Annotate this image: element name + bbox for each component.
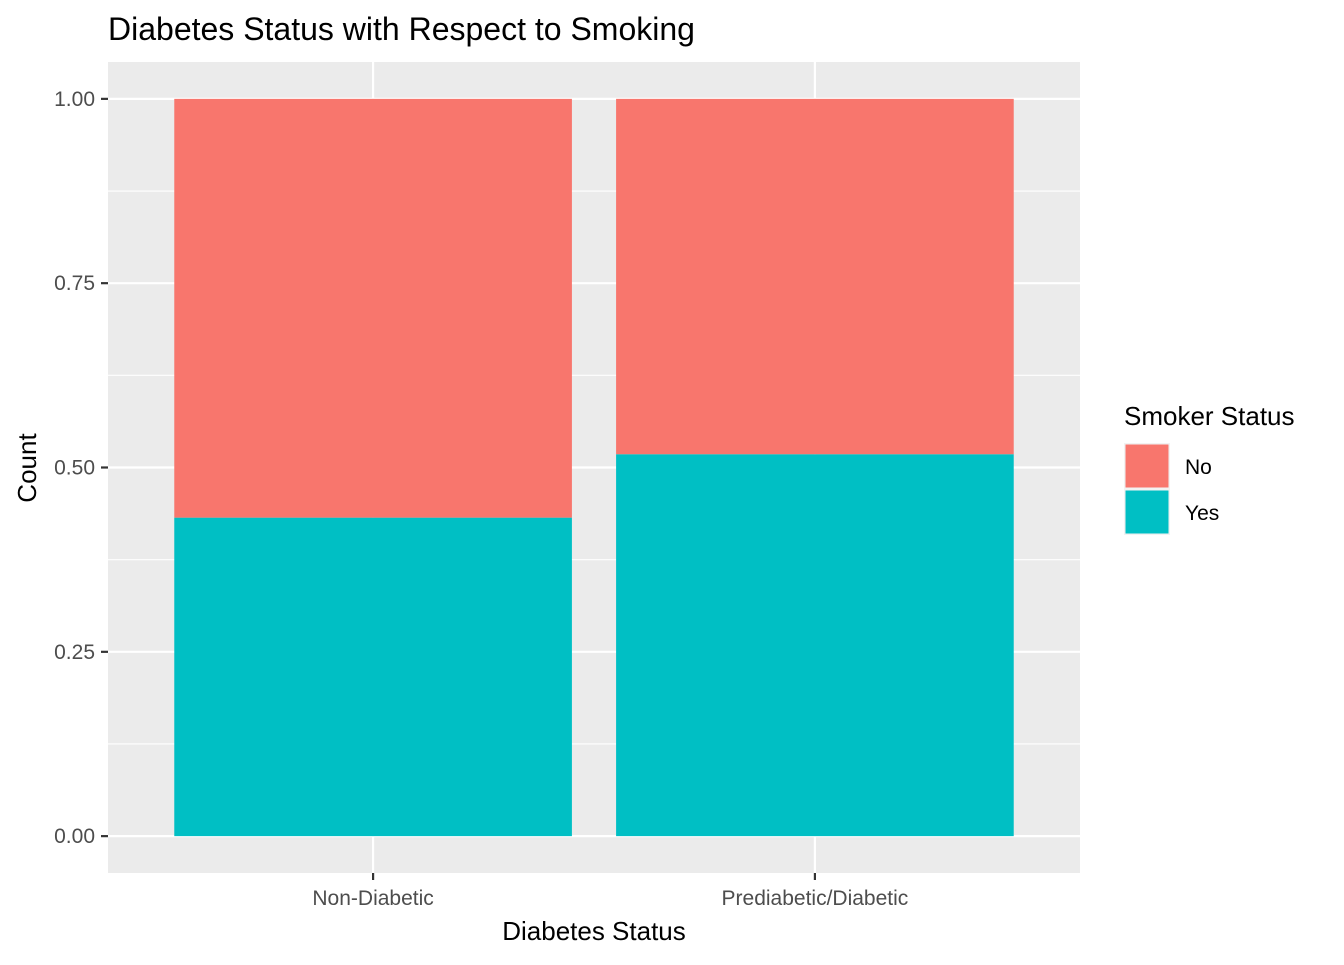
x-tick-label: Non-Diabetic — [312, 887, 433, 910]
legend-entries: No Yes — [1124, 443, 1219, 535]
bar-segment — [616, 454, 1014, 837]
bar-segment — [174, 517, 572, 837]
y-tick-label: 0.50 — [54, 457, 95, 480]
y-tick-label: 1.00 — [54, 88, 95, 111]
legend: Smoker Status No Yes — [1124, 401, 1295, 535]
y-tick-label: 0.25 — [54, 641, 95, 664]
y-axis-title: Count — [12, 433, 42, 503]
legend-entry-label: No — [1185, 456, 1212, 479]
y-tick-label: 0.00 — [54, 825, 95, 848]
legend-entry-label: Yes — [1185, 502, 1219, 525]
bars-layer — [174, 98, 1014, 837]
legend-key-swatch — [1125, 444, 1169, 488]
bar-segment — [616, 98, 1014, 455]
x-axis-title: Diabetes Status — [502, 916, 686, 946]
legend-title: Smoker Status — [1124, 401, 1295, 431]
chart-title: Diabetes Status with Respect to Smoking — [108, 11, 695, 47]
axes-layer: 0.00 0.25 0.50 0.75 1.00 Non-Diabetic Prediabe… — [54, 88, 908, 910]
legend-key-swatch — [1125, 490, 1169, 534]
x-tick-label: Prediabetic/Diabetic — [722, 887, 909, 910]
bar-segment — [174, 98, 572, 518]
y-tick-label: 0.75 — [54, 272, 95, 295]
